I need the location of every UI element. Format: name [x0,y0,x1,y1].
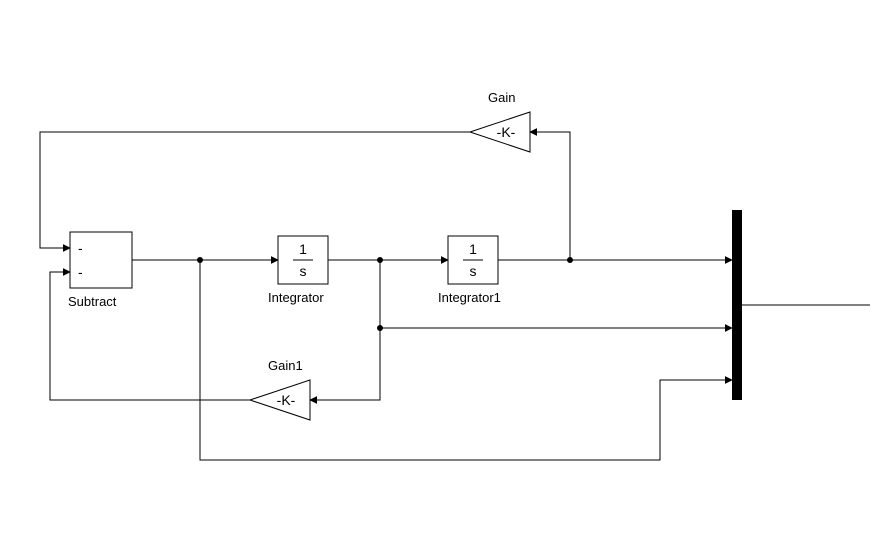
gain1-text: -K- [277,392,296,408]
nodes-layer [197,257,573,331]
junction-node [567,257,573,263]
gain1-block: -K- Gain1 [250,358,310,420]
signal-wire [50,272,250,400]
gain-label: Gain [488,90,515,105]
subtract-label: Subtract [68,294,117,309]
integrator-den: s [300,263,307,279]
gain1-label: Gain1 [268,358,303,373]
gain-text: -K- [497,124,516,140]
integrator-num: 1 [299,241,307,257]
integrator1-num: 1 [469,241,477,257]
mux-block [732,210,742,400]
integrator1-block: 1 s Integrator1 [438,236,501,305]
subtract-block: - - Subtract [68,232,132,309]
integrator1-den: s [470,263,477,279]
junction-node [197,257,203,263]
junction-node [377,325,383,331]
signal-wire [40,132,470,248]
signal-wire [530,132,570,260]
junction-node [377,257,383,263]
gain-block: -K- Gain [470,90,530,152]
integrator1-label: Integrator1 [438,290,501,305]
subtract-sign-2: - [78,264,83,280]
integrator-label: Integrator [268,290,324,305]
subtract-sign-1: - [78,240,83,256]
integrator-block: 1 s Integrator [268,236,328,305]
